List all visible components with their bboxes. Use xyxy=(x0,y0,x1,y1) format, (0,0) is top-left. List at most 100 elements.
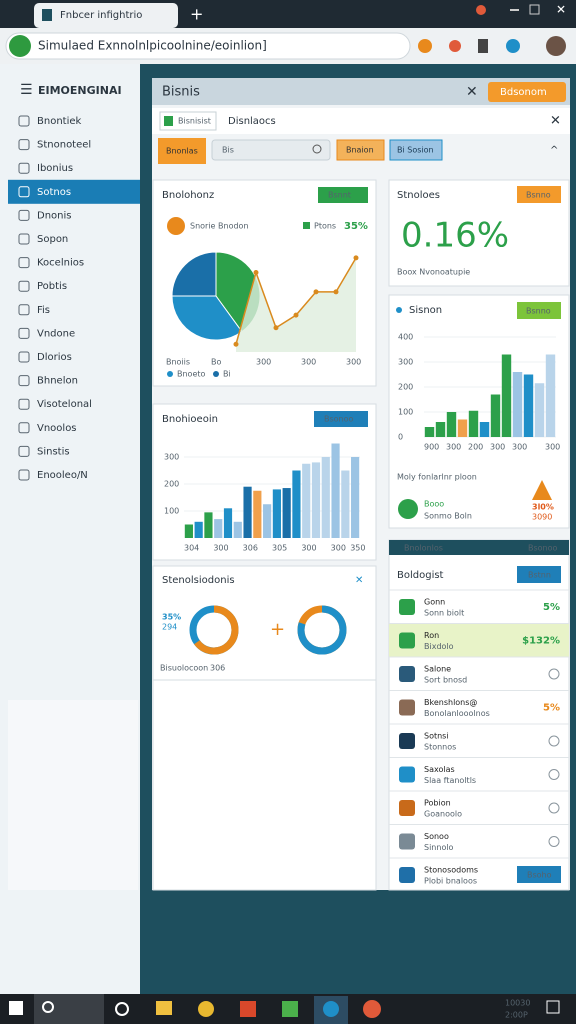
x-tick-label: 306 xyxy=(243,544,258,553)
icon[interactable] xyxy=(449,40,461,52)
toolbar-button[interactable] xyxy=(389,139,443,161)
list-button[interactable] xyxy=(517,566,561,583)
maximize[interactable] xyxy=(529,4,540,15)
list-icon xyxy=(399,666,415,682)
panel-title: Bisnis xyxy=(162,85,200,100)
sidebar-item[interactable]: Sinstis xyxy=(37,446,70,457)
list-name[interactable]: Salone xyxy=(424,665,451,674)
icon[interactable] xyxy=(478,39,488,53)
sidebar-item[interactable]: Ibonius xyxy=(37,163,73,174)
close[interactable]: ✕ xyxy=(466,84,478,100)
sidebar-item[interactable]: Kocelnios xyxy=(37,258,84,269)
line-point xyxy=(293,312,299,318)
list-name[interactable]: Stonosodoms xyxy=(424,866,478,875)
tab[interactable] xyxy=(159,111,217,131)
notifications[interactable] xyxy=(546,1000,560,1014)
list-row-highlight xyxy=(389,623,569,657)
list-name[interactable]: Ron xyxy=(424,631,439,640)
collapse[interactable]: ^ xyxy=(550,145,558,156)
toolbar-label: Bi Sosion xyxy=(397,146,434,155)
y-tick-label: 0 xyxy=(398,433,403,442)
address-field[interactable] xyxy=(5,32,411,60)
x-tick-label: 300 xyxy=(446,443,461,452)
sidebar-item[interactable]: Vnoolos xyxy=(37,423,77,434)
radio[interactable] xyxy=(548,802,560,814)
app[interactable] xyxy=(282,1001,298,1017)
search[interactable] xyxy=(34,994,104,1024)
bar xyxy=(435,422,446,437)
tab-icon xyxy=(42,9,52,21)
header-button[interactable] xyxy=(488,82,566,102)
bar xyxy=(302,463,311,538)
sidebar-item[interactable]: Stnonoteel xyxy=(37,140,91,151)
list-icon xyxy=(399,800,415,816)
close[interactable]: ✕ xyxy=(355,575,363,586)
bar xyxy=(545,354,556,437)
icon[interactable] xyxy=(506,39,520,53)
tab-label[interactable]: Disnlaocs xyxy=(228,116,276,127)
x-tick-label: 300 xyxy=(256,358,271,367)
close[interactable]: ✕ xyxy=(556,3,566,17)
radio[interactable] xyxy=(548,735,560,747)
stat-label: Ptons xyxy=(314,222,336,231)
list-name[interactable]: Sonoo xyxy=(424,832,449,841)
sidebar-item[interactable]: Dlorios xyxy=(37,352,72,363)
sidebar-item-active[interactable] xyxy=(8,179,140,204)
list-sub: Slaa ftanoltls xyxy=(424,776,476,785)
radio[interactable] xyxy=(548,668,560,680)
x-tick-label: 300 xyxy=(346,358,361,367)
sidebar-item[interactable]: Sotnos xyxy=(37,187,71,198)
site-icon xyxy=(9,35,31,57)
sidebar-item[interactable]: Bnontiek xyxy=(37,116,82,127)
sidebar-icon xyxy=(18,186,30,198)
app[interactable] xyxy=(156,1001,172,1015)
list-name[interactable]: Sotnsi xyxy=(424,732,449,741)
badge[interactable] xyxy=(314,411,368,427)
task-view[interactable] xyxy=(115,1002,129,1016)
area xyxy=(236,257,356,352)
new-tab[interactable]: + xyxy=(190,5,203,24)
search-field[interactable] xyxy=(211,139,331,161)
tab-icon xyxy=(164,116,173,126)
list-name[interactable]: Saxolas xyxy=(424,765,455,774)
x-tick-label: 300 xyxy=(301,358,316,367)
y-tick-label: 100 xyxy=(164,507,179,516)
sidebar-item[interactable]: Sopon xyxy=(37,234,68,245)
badge[interactable] xyxy=(318,187,368,203)
badge[interactable] xyxy=(517,302,561,319)
toolbar-button[interactable] xyxy=(336,139,385,161)
sidebar-item[interactable]: Dnonis xyxy=(37,210,71,221)
sidebar-blank xyxy=(8,700,138,890)
badge-label: Bsnnt xyxy=(328,191,351,200)
foot-icon xyxy=(398,499,418,519)
sidebar-item[interactable]: Pobtis xyxy=(37,281,67,292)
sidebar-item[interactable]: Vndone xyxy=(37,328,75,339)
list-icon xyxy=(399,599,415,615)
tab[interactable] xyxy=(34,3,178,28)
menu-icon[interactable]: ☰ xyxy=(20,82,33,98)
card-title: Bnohioeoin xyxy=(162,414,218,425)
icon[interactable] xyxy=(418,39,432,53)
badge[interactable] xyxy=(517,186,561,203)
list-name[interactable]: Gonn xyxy=(424,598,445,607)
list-action[interactable] xyxy=(517,866,561,883)
sidebar-item[interactable]: Fis xyxy=(37,305,50,316)
minimize[interactable] xyxy=(510,9,519,11)
app[interactable] xyxy=(198,1001,214,1017)
search-icon xyxy=(312,144,322,154)
app[interactable] xyxy=(240,1001,256,1017)
radio[interactable] xyxy=(548,836,560,847)
caption: Moly fonlarlnr ploon xyxy=(397,473,477,482)
sidebar-item[interactable]: Enooleo/N xyxy=(37,470,88,481)
radio[interactable] xyxy=(548,769,560,780)
toolbar-button[interactable] xyxy=(158,138,206,164)
close[interactable]: ✕ xyxy=(550,114,561,129)
app[interactable] xyxy=(363,1000,381,1018)
start[interactable] xyxy=(9,1001,23,1015)
sidebar-item[interactable]: Visotelonal xyxy=(37,399,92,410)
avatar[interactable] xyxy=(546,36,566,56)
list-name[interactable]: Bkenshlons@ xyxy=(424,698,477,707)
list-name[interactable]: Pobion xyxy=(424,799,451,808)
bar xyxy=(311,462,321,538)
sidebar-item[interactable]: Bhnelon xyxy=(37,376,78,387)
